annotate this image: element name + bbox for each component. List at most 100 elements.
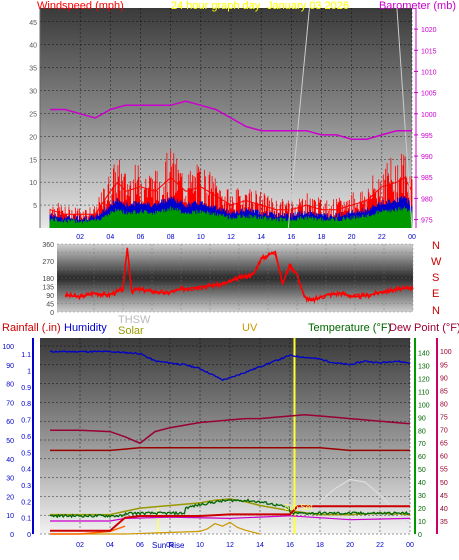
direction-series-line (64, 250, 414, 304)
barometer-tick: 1015 (421, 48, 437, 55)
humidity-panel-axes: 0 0.1 0.2 0.3 0.4 0.5 0.6 0.7 0.8 0.9 1 1.1 0 10 20 30 4… (2, 338, 452, 549)
wind-left-tick: 10 (29, 180, 37, 187)
wind-time-tick: 02 (76, 234, 84, 241)
barometer-tick: 1020 (421, 27, 437, 34)
thsw-label: THSW (118, 314, 151, 326)
humidity-tick: 50 (6, 438, 14, 445)
temperature-tick: 70 (418, 441, 426, 448)
direction-tick: 90 (46, 293, 54, 300)
rainfall-tick: 0.5 (21, 450, 31, 457)
direction-tick: 45 (46, 302, 54, 309)
humidity-series-line (49, 350, 411, 382)
wind-panel-axes: 5101520253035404597598098599099510001005… (29, 8, 437, 241)
rainfall-tick: 1.1 (21, 352, 31, 359)
rainfall-tick: 1 (27, 369, 31, 376)
graph-period-title: 24 hour graph day (171, 0, 261, 12)
temperature-label: Temperature (°F) (308, 322, 391, 334)
humidity-tick: 0 (10, 532, 14, 539)
humidity-time-tick: 04 (106, 542, 114, 549)
wind-time-tick: 20 (348, 234, 356, 241)
wind-left-tick: 20 (29, 134, 37, 141)
dewpoint-tick: 75 (440, 415, 448, 422)
rainfall-tick: 0.4 (21, 467, 31, 474)
dewpoint-tick: 45 (440, 493, 448, 500)
temperature-tick: 80 (418, 428, 426, 435)
direction-letter-e: E (432, 288, 439, 300)
humidity-time-tick: 06 (136, 542, 144, 549)
barometer-tick: 1000 (421, 112, 437, 119)
humidity-tick: 40 (6, 457, 14, 464)
rainfall-label: Rainfall (.in) (2, 322, 61, 334)
humidity-time-tick: 00 (406, 542, 414, 549)
humidity-time-tick: 14 (256, 542, 264, 549)
barometer-tick: 985 (421, 175, 433, 182)
rainfall-tick: 0.1 (21, 516, 31, 523)
graph-date: January 03 2026 (267, 0, 349, 12)
wind-time-tick: 18 (318, 234, 326, 241)
solar-arc-line (287, 7, 413, 229)
humidity-time-tick: 08 (166, 542, 174, 549)
humidity-tick: 100 (2, 344, 14, 351)
wind-time-tick: 12 (227, 234, 235, 241)
humidity-tick: 60 (6, 419, 14, 426)
humidity-tick: 80 (6, 382, 14, 389)
barometer-tick: 990 (421, 154, 433, 161)
barometer-mini-line (50, 515, 411, 522)
dewpoint-tick: 100 (440, 349, 452, 356)
wind-left-tick: 25 (29, 111, 37, 118)
uv-label: UV (242, 322, 258, 334)
dewpoint-tick: 85 (440, 388, 448, 395)
humidity-tick: 30 (6, 476, 14, 483)
dewpoint-tick: 60 (440, 454, 448, 461)
barometer-title: Barometer (mb) (379, 0, 456, 12)
direction-tick: 360 (42, 242, 54, 249)
temperature-tick: 30 (418, 493, 426, 500)
dewpoint-tick: 90 (440, 375, 448, 382)
temperature-tick: 130 (418, 363, 430, 370)
wind-panel-series (49, 7, 413, 229)
wind-time-tick: 06 (137, 234, 145, 241)
humidity-time-tick: 16 (286, 542, 294, 549)
dewpoint-tick: 65 (440, 441, 448, 448)
humidity-label: Humidity (64, 322, 107, 334)
wind-panel-grid (40, 8, 413, 228)
rainfall-tick: 0.9 (21, 385, 31, 392)
dewpoint-tick: 35 (440, 519, 448, 526)
dewpoint-tick: 40 (440, 506, 448, 513)
humidity-panel-background (40, 338, 410, 534)
barometer-tick: 1010 (421, 69, 437, 76)
humidity-time-tick: 22 (376, 542, 384, 549)
rainfall-tick: 0.2 (21, 499, 31, 506)
sunset-label: Sun Set (284, 503, 313, 512)
windspeed-low-series (49, 206, 413, 228)
rainfall-tick: 0.8 (21, 401, 31, 408)
direction-tick: 135 (42, 285, 54, 292)
temperature-tick: 20 (418, 506, 426, 513)
direction-spike-line (64, 247, 414, 302)
dewpoint-series-line (50, 447, 410, 452)
wind-time-tick: 22 (378, 234, 386, 241)
rainfall-series-line (50, 505, 410, 532)
windspeed-title: Windspeed (mph) (37, 0, 124, 12)
temperature-tick: 50 (418, 467, 426, 474)
uv-early-line (50, 525, 126, 535)
humidity-panel-series (49, 338, 411, 535)
dewpoint-tick: 55 (440, 467, 448, 474)
wind-left-tick: 40 (29, 43, 37, 50)
humidity-tick: 10 (6, 513, 14, 520)
wind-left-tick: 45 (29, 20, 37, 27)
temperature-tick: 90 (418, 415, 426, 422)
humidity-time-tick: 10 (196, 542, 204, 549)
barometer-tick: 1005 (421, 91, 437, 98)
dewpoint-tick: 80 (440, 401, 448, 408)
barometer-series-line (50, 100, 412, 140)
humidity-time-tick: 20 (346, 542, 354, 549)
temperature-tick: 10 (418, 519, 426, 526)
barometer-tick: 975 (421, 218, 433, 225)
temperature-tick: 100 (418, 402, 430, 409)
humidity-time-tick: 18 (316, 542, 324, 549)
direction-letter-w: W (431, 256, 442, 268)
